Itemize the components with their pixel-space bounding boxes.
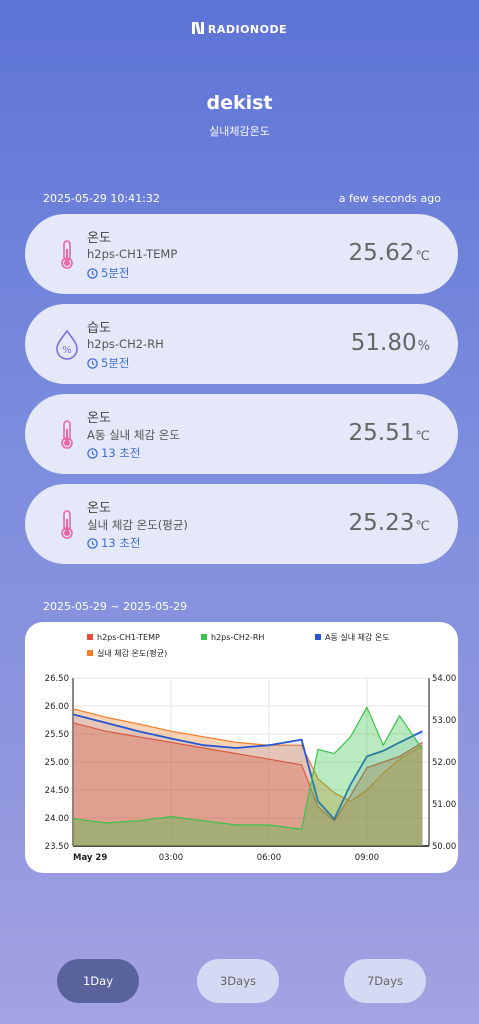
sensor-value: 25.23℃: [349, 510, 430, 536]
last-timestamp: 2025-05-29 10:41:32: [43, 192, 160, 205]
y-right-tick-label: 52.00: [432, 758, 456, 768]
sensor-value-number: 25.62: [348, 240, 415, 266]
updated-ago: a few seconds ago: [338, 192, 441, 205]
x-tick-label: 09:00: [355, 853, 380, 863]
legend-swatch: [201, 634, 207, 640]
thermometer-icon: [61, 420, 73, 449]
date-range: 2025-05-29 ~ 2025-05-29: [43, 600, 188, 613]
y-left-tick-label: 23.50: [45, 842, 69, 852]
radionode-logo-icon: [191, 22, 204, 34]
sensor-time-text: 5분전: [101, 356, 130, 370]
sensor-card-temp-a-dong[interactable]: 온도 A동 실내 체감 온도 13 초전 25.51℃: [25, 394, 458, 474]
sensor-unit: ℃: [415, 249, 430, 264]
sensor-time-text: 5분전: [101, 266, 130, 280]
series-area: [73, 722, 423, 846]
sensor-time: 5분전: [87, 355, 129, 371]
brand-logo: RADIONODE: [0, 22, 479, 36]
sensor-time: 5분전: [87, 265, 129, 281]
sensor-value: 25.51℃: [349, 420, 430, 446]
x-tick-label: 03:00: [159, 853, 184, 863]
y-left-tick-label: 24.00: [45, 814, 69, 824]
sensor-value-number: 25.51: [348, 420, 415, 446]
series-area: [73, 707, 423, 846]
sensor-time: 13 초전: [87, 445, 140, 461]
x-tick-label: May 29: [73, 853, 107, 863]
sensor-channel: A동 실내 체감 온도: [87, 428, 180, 442]
y-left-tick-label: 25.50: [45, 730, 69, 740]
clock-icon: [87, 448, 98, 459]
sensor-value: 25.62℃: [349, 240, 430, 266]
series-line: [72, 713, 423, 821]
y-left-tick-label: 24.50: [45, 786, 69, 796]
legend-label: A동 실내 체감 온도: [325, 632, 390, 642]
sensor-card-temp-ch1[interactable]: 온도 h2ps-CH1-TEMP 5분전 25.62℃: [25, 214, 458, 294]
humidity-drop-icon: %: [56, 329, 78, 360]
legend-swatch: [315, 634, 321, 640]
legend-swatch: [87, 634, 93, 640]
legend-label: 실내 체감 온도(평균): [97, 648, 167, 658]
sensor-card-humidity-ch2[interactable]: % 습도 h2ps-CH2-RH 5분전 51.80%: [25, 304, 458, 384]
page-subtitle: 실내체감온도: [209, 125, 270, 138]
y-right-tick-label: 54.00: [432, 674, 456, 684]
sensor-unit: ℃: [415, 519, 430, 534]
y-right-tick-label: 51.00: [432, 800, 456, 810]
sensor-unit: %: [417, 339, 430, 354]
sensor-kind: 온도: [87, 501, 111, 516]
series-line: [72, 722, 423, 822]
sensor-time-text: 13 초전: [101, 536, 141, 550]
sensor-channel: h2ps-CH2-RH: [87, 337, 164, 351]
sensor-unit: ℃: [415, 429, 430, 444]
clock-icon: [87, 358, 98, 369]
sensor-value: 51.80%: [351, 330, 430, 356]
sensor-card-temp-avg[interactable]: 온도 실내 체감 온도(평균) 13 초전 25.23℃: [25, 484, 458, 564]
series-area: [73, 708, 423, 846]
sensor-kind: 습도: [87, 321, 111, 336]
y-left-tick-label: 26.50: [45, 674, 69, 684]
legend-label: h2ps-CH1-TEMP: [97, 633, 160, 642]
y-left-tick-label: 25.00: [45, 758, 69, 768]
sensor-kind: 온도: [87, 231, 111, 246]
svg-text:%: %: [62, 345, 72, 356]
legend-swatch: [87, 650, 93, 656]
y-right-tick-label: 53.00: [432, 716, 456, 726]
thermometer-icon: [61, 240, 73, 269]
sensor-time-text: 13 초전: [101, 446, 141, 460]
sensor-kind: 온도: [87, 411, 111, 426]
range-1day-button[interactable]: 1Day: [57, 959, 139, 1003]
series-line: [72, 706, 423, 830]
brand-name: RADIONODE: [207, 23, 288, 36]
clock-icon: [87, 538, 98, 549]
y-left-tick-label: 26.00: [45, 702, 69, 712]
y-right-tick-label: 50.00: [432, 842, 456, 852]
clock-icon: [87, 268, 98, 279]
range-7days-button[interactable]: 7Days: [344, 959, 426, 1003]
sensor-value-number: 51.80: [350, 330, 417, 356]
page-title: dekist: [206, 92, 273, 114]
sensor-value-number: 25.23: [348, 510, 415, 536]
thermometer-icon: [61, 510, 73, 539]
sensor-time: 13 초전: [87, 535, 140, 551]
sensor-channel: h2ps-CH1-TEMP: [87, 247, 178, 261]
range-3days-button[interactable]: 3Days: [197, 959, 279, 1003]
legend-label: h2ps-CH2-RH: [211, 633, 264, 642]
series-area: [73, 714, 423, 846]
sensor-channel: 실내 체감 온도(평균): [87, 518, 188, 532]
series-line: [72, 708, 423, 802]
x-tick-label: 06:00: [257, 853, 282, 863]
